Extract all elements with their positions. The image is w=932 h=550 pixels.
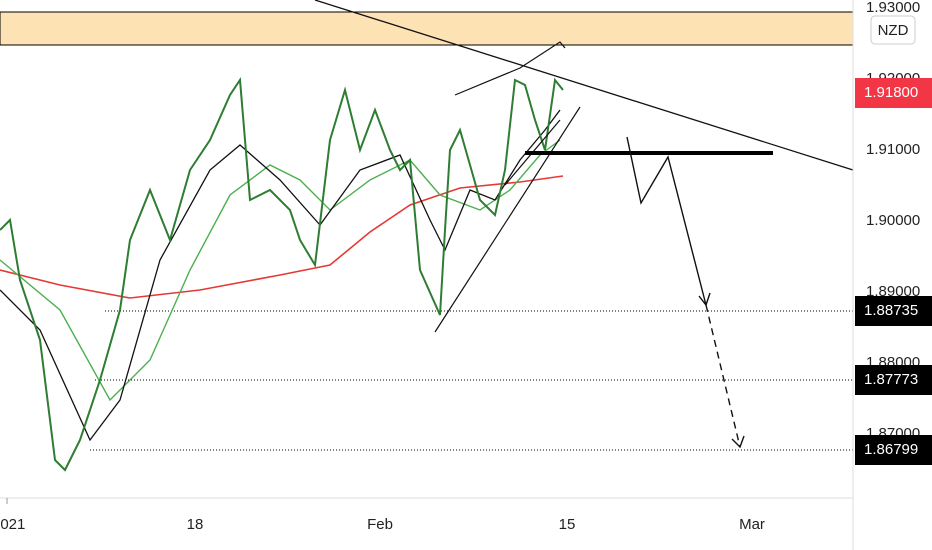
currency-label[interactable]: NZD — [878, 22, 909, 39]
projection-arrow — [626, 136, 707, 306]
price-path — [0, 77, 564, 472]
level-price: 1.86799 — [864, 441, 918, 458]
time-label: 2021 — [0, 516, 25, 533]
currency-box[interactable] — [870, 15, 916, 45]
wedge-line — [434, 106, 581, 333]
price-tick: 1.90000 — [866, 212, 920, 229]
level-price: 1.87773 — [864, 371, 918, 388]
last-price-tag — [855, 78, 932, 108]
time-label: Mar — [739, 516, 765, 533]
trendline — [314, 0, 854, 171]
ma-red — [0, 175, 564, 299]
level-tag — [855, 296, 932, 326]
price-tick: 1.91000 — [866, 141, 920, 158]
level-tag — [855, 435, 932, 465]
last-price: 1.91800 — [864, 84, 918, 101]
price-tick: 1.93000 — [866, 0, 920, 16]
level-tag — [855, 365, 932, 395]
price-tick: 1.89000 — [866, 283, 920, 300]
time-label: Feb — [367, 516, 393, 533]
projection-arrow-dashed — [705, 304, 741, 448]
supply-zone — [0, 11, 854, 46]
arrow-head — [731, 435, 745, 449]
wedge-top — [454, 41, 566, 96]
level-price: 1.88735 — [864, 302, 918, 319]
time-label: 18 — [187, 516, 204, 533]
time-label: 15 — [559, 516, 576, 533]
